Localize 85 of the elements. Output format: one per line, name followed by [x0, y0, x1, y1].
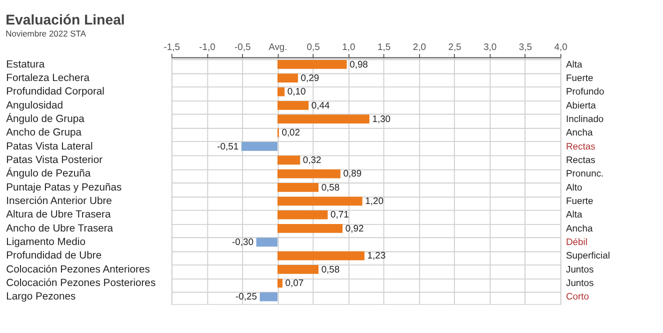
y2-tick-label: Rectas	[566, 140, 596, 152]
data-label: 1,20	[365, 194, 384, 206]
y2-tick-label: Abierta	[566, 99, 597, 110]
data-label: 0,58	[321, 181, 340, 192]
bar	[277, 278, 282, 288]
y2-tick-label: Pronunc.	[566, 168, 604, 179]
x-tick-label: 1,5	[377, 41, 391, 52]
y2-tick-label: Fuerte	[566, 194, 594, 206]
y2-tick-label: Juntos	[566, 263, 594, 274]
data-label: 0,92	[345, 222, 364, 234]
data-label: 1,30	[372, 112, 391, 124]
y2-tick-label: Alta	[566, 58, 583, 70]
y2-tick-label: Fuerte	[566, 72, 594, 83]
data-label: 0,02	[282, 126, 300, 138]
y-tick-label: Profundidad Corporal	[6, 86, 104, 98]
x-tick-label: 3,5	[518, 41, 532, 52]
data-label: 0,98	[350, 58, 368, 70]
y-tick-label: Profundidad de Ubre	[6, 250, 102, 262]
text: Noviembre 2022 STA	[6, 28, 86, 39]
y-tick-label: Patas Vista Posterior	[6, 154, 104, 166]
x-tick-label: 3,0	[484, 41, 497, 52]
bar	[260, 292, 278, 302]
bar	[277, 251, 364, 260]
y2-tick-label: Alta	[566, 208, 583, 220]
y-tick-label: Estatura	[6, 59, 45, 70]
bar	[277, 74, 298, 83]
data-label: 0,07	[285, 276, 304, 288]
y-tick-label: Ligamento Medio	[6, 236, 86, 248]
y2-tick-label: Alto	[566, 181, 582, 192]
x-tick-label: -1,5	[164, 41, 180, 52]
y-tick-label: Altura de Ubre Trasera	[6, 210, 112, 221]
data-label: -0,25	[236, 290, 257, 302]
data-label: -0,30	[232, 236, 254, 247]
data-label: 0,89	[343, 168, 362, 179]
data-label: 0,58	[321, 263, 340, 274]
y2-tick-label: Débil	[566, 236, 588, 247]
x-tick-label: Avg.	[268, 41, 288, 52]
y-tick-label: Colocación Pezones Anteriores	[6, 264, 150, 276]
data-label: -0,51	[217, 140, 239, 152]
x-tick-label: 2,5	[448, 41, 462, 52]
y-tick-label: Ángulo de Pezuña	[6, 168, 91, 180]
chart-title: Evaluación Lineal	[6, 11, 125, 28]
y2-tick-label: Profundo	[566, 86, 604, 97]
y-tick-label: Fortaleza Lechera	[6, 72, 90, 84]
bar	[277, 101, 309, 110]
bar	[277, 224, 343, 233]
bar	[277, 183, 318, 192]
x-tick-label: 1,0	[342, 41, 356, 52]
y-tick-label: Inserción Anterior Ubre	[6, 196, 112, 207]
bar	[277, 156, 300, 165]
bar	[277, 60, 347, 69]
y2-tick-label: Corto	[566, 290, 590, 302]
y2-tick-label: Ancha	[566, 126, 594, 138]
x-tick-label: 4,0	[554, 41, 568, 52]
data-label: 0,10	[287, 86, 306, 97]
bar	[277, 87, 285, 96]
bar	[241, 142, 278, 151]
y-tick-label: Ángulo de Grupa	[6, 112, 85, 125]
y2-tick-label: Ancha	[566, 222, 594, 234]
x-tick-label: 2,0	[412, 41, 426, 52]
y-tick-label: Colocación Pezones Posteriores	[6, 278, 156, 289]
x-tick-label: 0,5	[306, 41, 320, 52]
bar	[277, 265, 318, 274]
bar	[277, 196, 362, 206]
x-tick-label: -1,0	[199, 41, 216, 52]
data-label: 1,23	[367, 250, 386, 261]
bar	[277, 169, 340, 178]
bar	[277, 114, 370, 124]
y2-tick-label: Rectas	[566, 154, 596, 165]
y2-tick-label: Inclinado	[566, 112, 604, 124]
data-label: 0,71	[330, 208, 349, 220]
y-tick-label: Largo Pezones	[6, 292, 76, 303]
bar	[277, 210, 328, 220]
y-tick-label: Ancho de Ubre Trasera	[6, 223, 114, 234]
x-tick-label: -0,5	[234, 41, 251, 52]
bar	[256, 238, 278, 247]
y-tick-label: Puntaje Patas y Pezuñas	[6, 182, 122, 194]
y-tick-label: Ancho de Grupa	[6, 128, 82, 139]
y2-tick-label: Juntos	[566, 276, 594, 288]
y-tick-label: Patas Vista Lateral	[6, 141, 93, 152]
y2-tick-label: Superficial	[566, 250, 610, 261]
data-label: 0,29	[300, 72, 320, 83]
y-tick-label: Angulosidad	[6, 100, 64, 112]
data-label: 0,32	[302, 154, 322, 165]
data-label: 0,44	[311, 99, 330, 110]
